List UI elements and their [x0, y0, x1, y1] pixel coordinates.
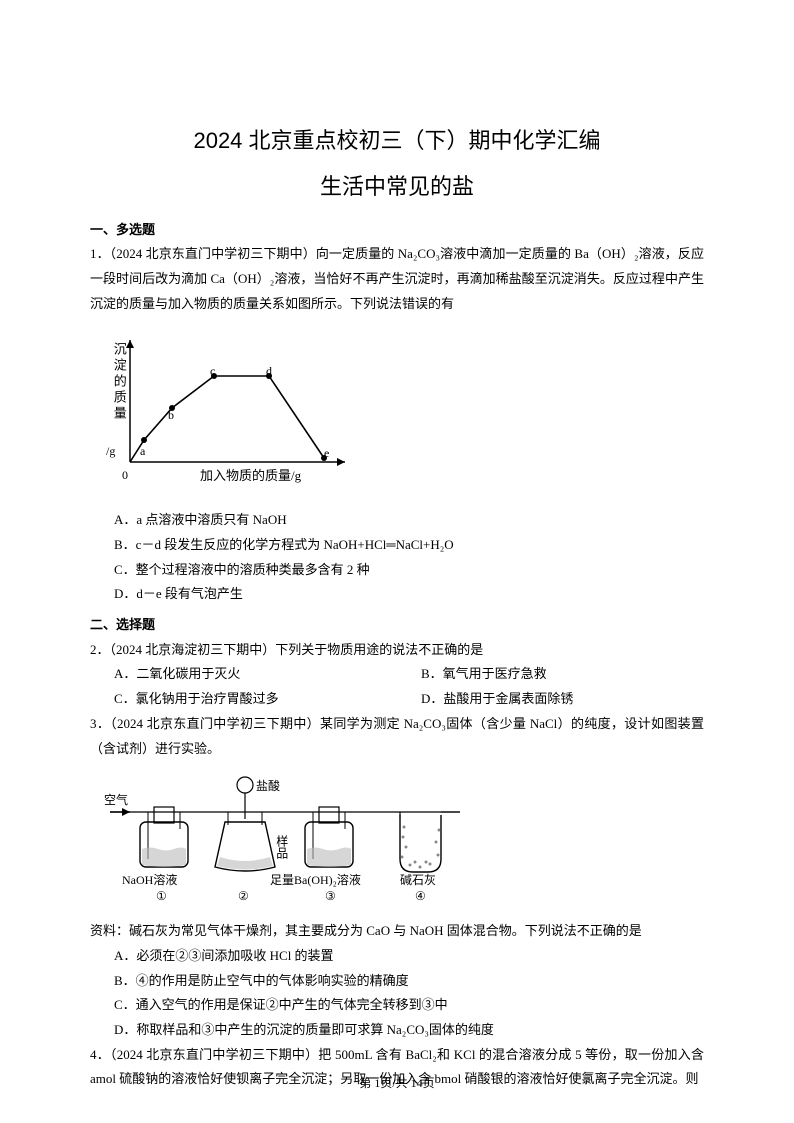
footer-middle: 页/共	[380, 1076, 410, 1090]
footer-suffix: 页	[423, 1076, 435, 1090]
q1-stem: 1．（2024 北京东直门中学初三下期中）向一定质量的 Na₂CO₃溶液中滴加一…	[90, 242, 704, 316]
apparatus-dev3-label: 足量Ba(OH)₂溶液	[270, 869, 361, 892]
footer-prefix: 第	[359, 1076, 374, 1090]
chart-point-c: c	[210, 360, 215, 383]
chart-xlabel: 加入物质的质量/g	[200, 464, 301, 489]
q3-apparatus: 空气 盐酸 样品 NaOH溶液 足量Ba(OH)₂溶液 碱石灰 ① ② ③ ④	[110, 767, 490, 917]
chart-point-d: d	[266, 360, 272, 383]
apparatus-num4: ④	[415, 885, 426, 908]
chart-ylabel-1: 沉淀的质量	[106, 342, 131, 422]
chart-origin: 0	[122, 464, 128, 487]
page-title-line2: 生活中常见的盐	[90, 166, 704, 208]
q2-optD: D．盐酸用于金属表面除锈	[397, 687, 704, 712]
section2-header: 二、选择题	[90, 613, 704, 638]
apparatus-dev1-label: NaOH溶液	[122, 869, 177, 892]
q3-optD: D．称取样品和③中产生的沉淀的质量即可求算 Na₂CO₃固体的纯度	[90, 1018, 704, 1043]
q1-chart: 沉淀的质量 /g a b c d e 0 加入物质的质量/g	[110, 322, 370, 502]
page-footer: 第 1页/共 14页	[0, 1072, 794, 1095]
q3-material: 资料：碱石灰为常见气体干燥剂，其主要成分为 CaO 与 NaOH 固体混合物。下…	[90, 919, 704, 944]
footer-total: 14	[411, 1076, 423, 1090]
apparatus-num2: ②	[238, 885, 249, 908]
q1-optB: B．c－d 段发生反应的化学方程式为 NaOH+HCl═NaCl+H₂O	[90, 533, 704, 558]
apparatus-num1: ①	[156, 885, 167, 908]
q1-optD: D．d－e 段有气泡产生	[90, 582, 704, 607]
chart-ylabel-unit: /g	[106, 440, 115, 463]
chart-point-e: e	[324, 442, 329, 465]
apparatus-hcl-label: 盐酸	[256, 775, 280, 798]
q1-optC: C．整个过程溶液中的溶质种类最多含有 2 种	[90, 558, 704, 583]
q2-optA: A．二氧化碳用于灭火	[90, 662, 397, 687]
apparatus-air-label: 空气	[104, 789, 128, 812]
q3-optB: B．④的作用是防止空气中的气体影响实验的精确度	[90, 969, 704, 994]
q2-optC: C．氯化钠用于治疗胃酸过多	[90, 687, 397, 712]
chart-point-a: a	[140, 440, 145, 463]
apparatus-num3: ③	[325, 885, 336, 908]
section1-header: 一、多选题	[90, 218, 704, 243]
apparatus-sample-label: 样品	[270, 835, 293, 859]
q1-optA: A．a 点溶液中溶质只有 NaOH	[90, 508, 704, 533]
page-title-line1: 2024 北京重点校初三（下）期中化学汇编	[90, 120, 704, 162]
q2-stem: 2．（2024 北京海淀初三下期中）下列关于物质用途的说法不正确的是	[90, 638, 704, 663]
q2-optB: B．氧气用于医疗急救	[397, 662, 704, 687]
q3-optC: C．通入空气的作用是保证②中产生的气体完全转移到③中	[90, 993, 704, 1018]
chart-point-b: b	[168, 404, 174, 427]
q3-optA: A．必须在②③间添加吸收 HCl 的装置	[90, 944, 704, 969]
q3-stem: 3．（2024 北京东直门中学初三下期中）某同学为测定 Na₂CO₃固体（含少量…	[90, 712, 704, 761]
